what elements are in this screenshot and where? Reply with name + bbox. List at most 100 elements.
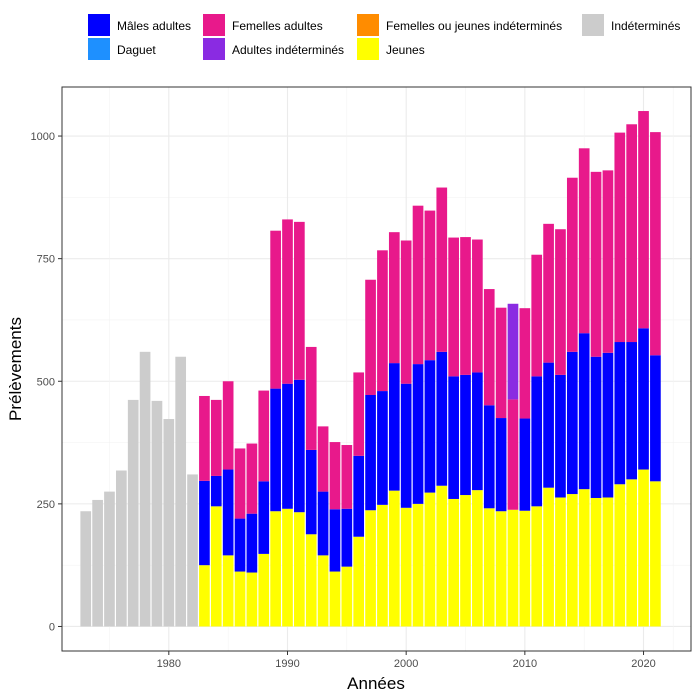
- y-tick-label: 0: [49, 621, 55, 633]
- bar-segment: [638, 111, 649, 329]
- bar-segment: [270, 388, 281, 512]
- bar-segment: [234, 518, 246, 572]
- bar-segment: [626, 479, 638, 627]
- x-tick-label: 1990: [275, 658, 299, 670]
- bar-segment: [638, 328, 649, 470]
- bars: [80, 111, 661, 627]
- bar-segment: [353, 455, 365, 537]
- bar-segment: [305, 449, 317, 535]
- bar-segment: [495, 418, 507, 512]
- bar-segment: [127, 399, 139, 627]
- bar-segment: [436, 187, 448, 352]
- bar-segment: [282, 383, 293, 509]
- bar-segment: [388, 363, 400, 491]
- legend-key: [357, 38, 379, 60]
- bar-segment: [294, 512, 305, 627]
- bar-segment: [210, 475, 222, 507]
- x-tick-label: 1980: [157, 658, 181, 670]
- bar-segment: [507, 509, 519, 627]
- bar-segment: [115, 470, 127, 627]
- legend-key: [582, 14, 604, 36]
- legend-label: Daguet: [117, 43, 156, 57]
- bar-segment: [483, 508, 495, 627]
- bar-segment: [590, 356, 602, 498]
- bar-segment: [151, 400, 163, 627]
- legend-label: Jeunes: [386, 43, 425, 57]
- bar-segment: [472, 239, 483, 373]
- bar-segment: [377, 504, 388, 627]
- bar-segment: [365, 279, 376, 395]
- y-tick-label: 250: [37, 499, 55, 511]
- bar-segment: [341, 566, 353, 627]
- bar-segment: [436, 351, 448, 486]
- bar-segment: [329, 509, 341, 572]
- bar-segment: [448, 498, 459, 627]
- bar-segment: [222, 555, 234, 627]
- bar-segment: [163, 419, 175, 627]
- bar-segment: [448, 237, 459, 377]
- bar-segment: [80, 511, 92, 627]
- bar-segment: [472, 372, 483, 491]
- legend: Mâles adultes Femelles adultes Femelles ou…: [88, 14, 680, 60]
- bar-segment: [92, 499, 103, 627]
- bar-segment: [400, 240, 412, 384]
- bar-segment: [234, 571, 246, 627]
- bar-segment: [294, 221, 305, 380]
- bar-segment: [258, 553, 270, 627]
- bar-segment: [519, 510, 531, 627]
- bar-segment: [270, 230, 281, 389]
- bar-segment: [317, 555, 329, 627]
- bar-segment: [495, 511, 507, 627]
- bar-segment: [543, 223, 554, 363]
- legend-key: [88, 14, 110, 36]
- bar-segment: [424, 492, 436, 627]
- bar-segment: [483, 405, 495, 509]
- bar-segment: [246, 443, 258, 514]
- bar-segment: [650, 132, 661, 356]
- bar-segment: [460, 495, 471, 627]
- bar-segment: [531, 254, 543, 377]
- bar-segment: [531, 376, 543, 507]
- bar-segment: [139, 351, 151, 627]
- bar-segment: [424, 360, 436, 493]
- bar-segment: [175, 356, 187, 627]
- ticks: 0 250 500 750 1000 1980 1990 2000 2010 2020: [31, 131, 656, 670]
- bar-segment: [282, 508, 293, 627]
- bar-segment: [602, 352, 614, 498]
- bar-segment: [566, 177, 578, 352]
- bar-segment: [210, 506, 222, 627]
- legend-label: Femelles ou jeunes indéterminés: [386, 19, 562, 33]
- bar-segment: [353, 372, 365, 456]
- legend-label: Adultes indéterminés: [232, 43, 344, 57]
- bar-segment: [614, 132, 626, 343]
- bar-segment: [400, 383, 412, 508]
- bar-segment: [222, 381, 234, 470]
- bar-segment: [614, 484, 626, 627]
- bar-segment: [365, 394, 376, 511]
- bar-segment: [531, 506, 543, 627]
- legend-key: [203, 14, 225, 36]
- legend-key: [203, 38, 225, 60]
- bar-segment: [258, 481, 270, 554]
- bar-segment: [555, 229, 566, 375]
- bar-segment: [602, 170, 614, 353]
- bar-segment: [294, 379, 305, 513]
- bar-segment: [578, 333, 590, 490]
- bar-segment: [365, 510, 376, 627]
- bar-segment: [104, 491, 115, 627]
- bar-segment: [187, 474, 198, 627]
- bar-segment: [353, 536, 365, 627]
- bar-segment: [602, 497, 614, 627]
- bar-segment: [282, 219, 293, 384]
- legend-label: Indéterminés: [611, 19, 680, 33]
- bar-segment: [305, 534, 317, 627]
- bar-segment: [199, 395, 210, 481]
- bar-segment: [590, 171, 602, 357]
- bar-segment: [317, 491, 329, 556]
- plot-border: [61, 86, 692, 652]
- legend-key: [88, 38, 110, 60]
- bar-segment: [329, 571, 341, 627]
- bar-segment: [614, 342, 626, 485]
- x-tick-label: 2010: [513, 658, 537, 670]
- bar-segment: [519, 418, 531, 511]
